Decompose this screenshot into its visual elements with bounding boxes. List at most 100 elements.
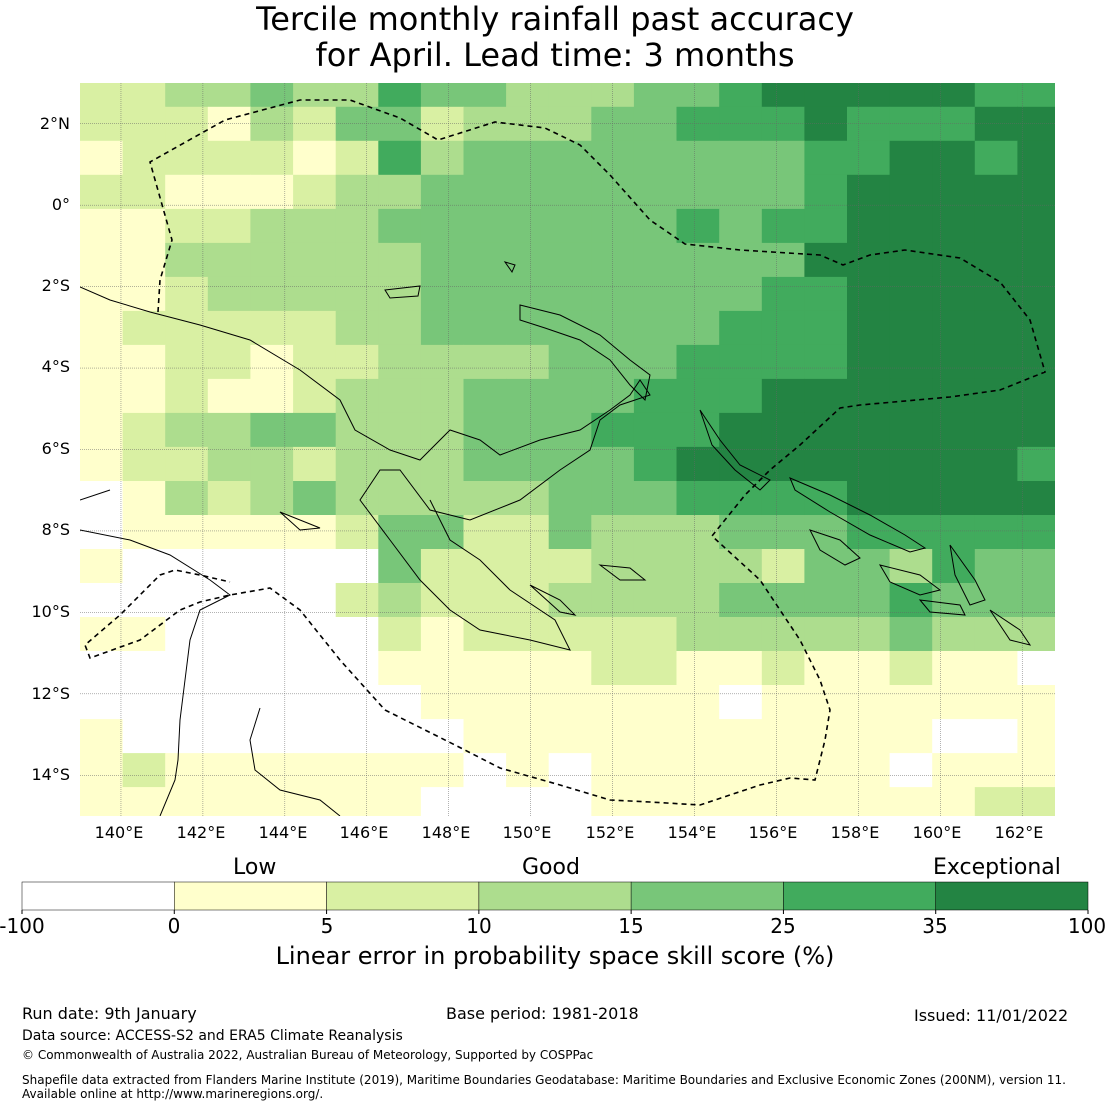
grid-cell: [80, 719, 123, 754]
grid-cell: [719, 345, 762, 380]
grid-cell: [336, 379, 379, 414]
grid-cell: [677, 753, 720, 788]
grid-cell: [250, 685, 293, 720]
grid-cell: [719, 243, 762, 278]
grid-cell: [762, 481, 805, 516]
grid-cell: [336, 73, 379, 108]
grid-cell: [123, 379, 166, 414]
grid-cell: [293, 447, 336, 482]
colorbar-segment: [936, 882, 1088, 910]
grid-cell: [890, 107, 933, 142]
grid-cell: [421, 311, 464, 346]
grid-cell: [975, 617, 1018, 652]
grid-cell: [123, 311, 166, 346]
grid-cell: [634, 243, 677, 278]
grid-cell: [677, 345, 720, 380]
grid-cell: [975, 753, 1018, 788]
grid-cell: [932, 345, 975, 380]
grid-cell: [378, 345, 421, 380]
lat-label-2n: 2°N: [0, 114, 70, 133]
grid-cell: [890, 515, 933, 550]
grid-cell: [847, 345, 890, 380]
grid-cell: [208, 651, 251, 686]
grid-cell: [932, 651, 975, 686]
grid-cell: [165, 515, 208, 550]
grid-cell: [123, 515, 166, 550]
grid-cell: [719, 787, 762, 822]
colorbar-segment: [174, 882, 326, 910]
lon-label-162e: 162°E: [984, 823, 1054, 842]
grid-cell: [336, 311, 379, 346]
grid-cell: [804, 243, 847, 278]
grid-cell: [378, 243, 421, 278]
grid-cell: [890, 141, 933, 176]
grid-cell: [293, 175, 336, 210]
grid-cell: [719, 549, 762, 584]
grid-cell: [719, 413, 762, 448]
grid-cell: [1017, 787, 1060, 822]
grid-cell: [804, 685, 847, 720]
grid-cell: [336, 719, 379, 754]
grid-cell: [591, 719, 634, 754]
grid-cell: [762, 515, 805, 550]
lon-label-150e: 150°E: [492, 823, 562, 842]
grid-cell: [464, 753, 507, 788]
grid-cell: [677, 175, 720, 210]
grid-cell: [123, 753, 166, 788]
grid-cell: [293, 345, 336, 380]
grid-cell: [336, 141, 379, 176]
grid-cell: [293, 549, 336, 584]
grid-cell: [208, 107, 251, 142]
grid-cell: [1017, 549, 1060, 584]
grid-cell: [634, 311, 677, 346]
grid-cell: [634, 175, 677, 210]
grid-cell: [591, 311, 634, 346]
grid-cell: [677, 73, 720, 108]
grid-cell: [123, 719, 166, 754]
grid-cell: [208, 719, 251, 754]
grid-cell: [506, 379, 549, 414]
grid-cell: [293, 107, 336, 142]
grid-cell: [165, 73, 208, 108]
grid-cell: [250, 73, 293, 108]
grid-cell: [591, 73, 634, 108]
grid-cell: [591, 243, 634, 278]
lat-label-12s: 12°S: [0, 684, 70, 703]
grid-cell: [336, 345, 379, 380]
grid-cell: [506, 175, 549, 210]
grid-cell: [506, 311, 549, 346]
grid-cell: [123, 481, 166, 516]
grid-cell: [123, 345, 166, 380]
grid-cell: [208, 617, 251, 652]
grid-cell: [378, 311, 421, 346]
grid-cell: [932, 277, 975, 312]
grid-cell: [677, 379, 720, 414]
grid-cell: [634, 209, 677, 244]
grid-cell: [549, 447, 592, 482]
grid-cell: [890, 243, 933, 278]
grid-cell: [464, 651, 507, 686]
grid-cell: [123, 107, 166, 142]
grid-cell: [634, 787, 677, 822]
grid-cell: [890, 753, 933, 788]
grid-cell: [975, 481, 1018, 516]
colorbar-category-good: Good: [522, 855, 580, 880]
grid-cell: [421, 787, 464, 822]
grid-cell: [975, 685, 1018, 720]
grid-cell: [293, 651, 336, 686]
colorbar-segment: [783, 882, 935, 910]
grid-cell: [293, 753, 336, 788]
grid-cell: [762, 175, 805, 210]
grid-cell: [421, 107, 464, 142]
grid-cell: [677, 277, 720, 312]
grid-cell: [250, 277, 293, 312]
colorbar-tick: 5: [297, 914, 357, 938]
grid-cell: [1017, 481, 1060, 516]
grid-cell: [123, 651, 166, 686]
grid-cell: [762, 311, 805, 346]
grid-cell: [975, 243, 1018, 278]
grid-cell: [506, 787, 549, 822]
grid-cell: [208, 447, 251, 482]
grid-cell: [1017, 175, 1060, 210]
grid-cell: [506, 413, 549, 448]
